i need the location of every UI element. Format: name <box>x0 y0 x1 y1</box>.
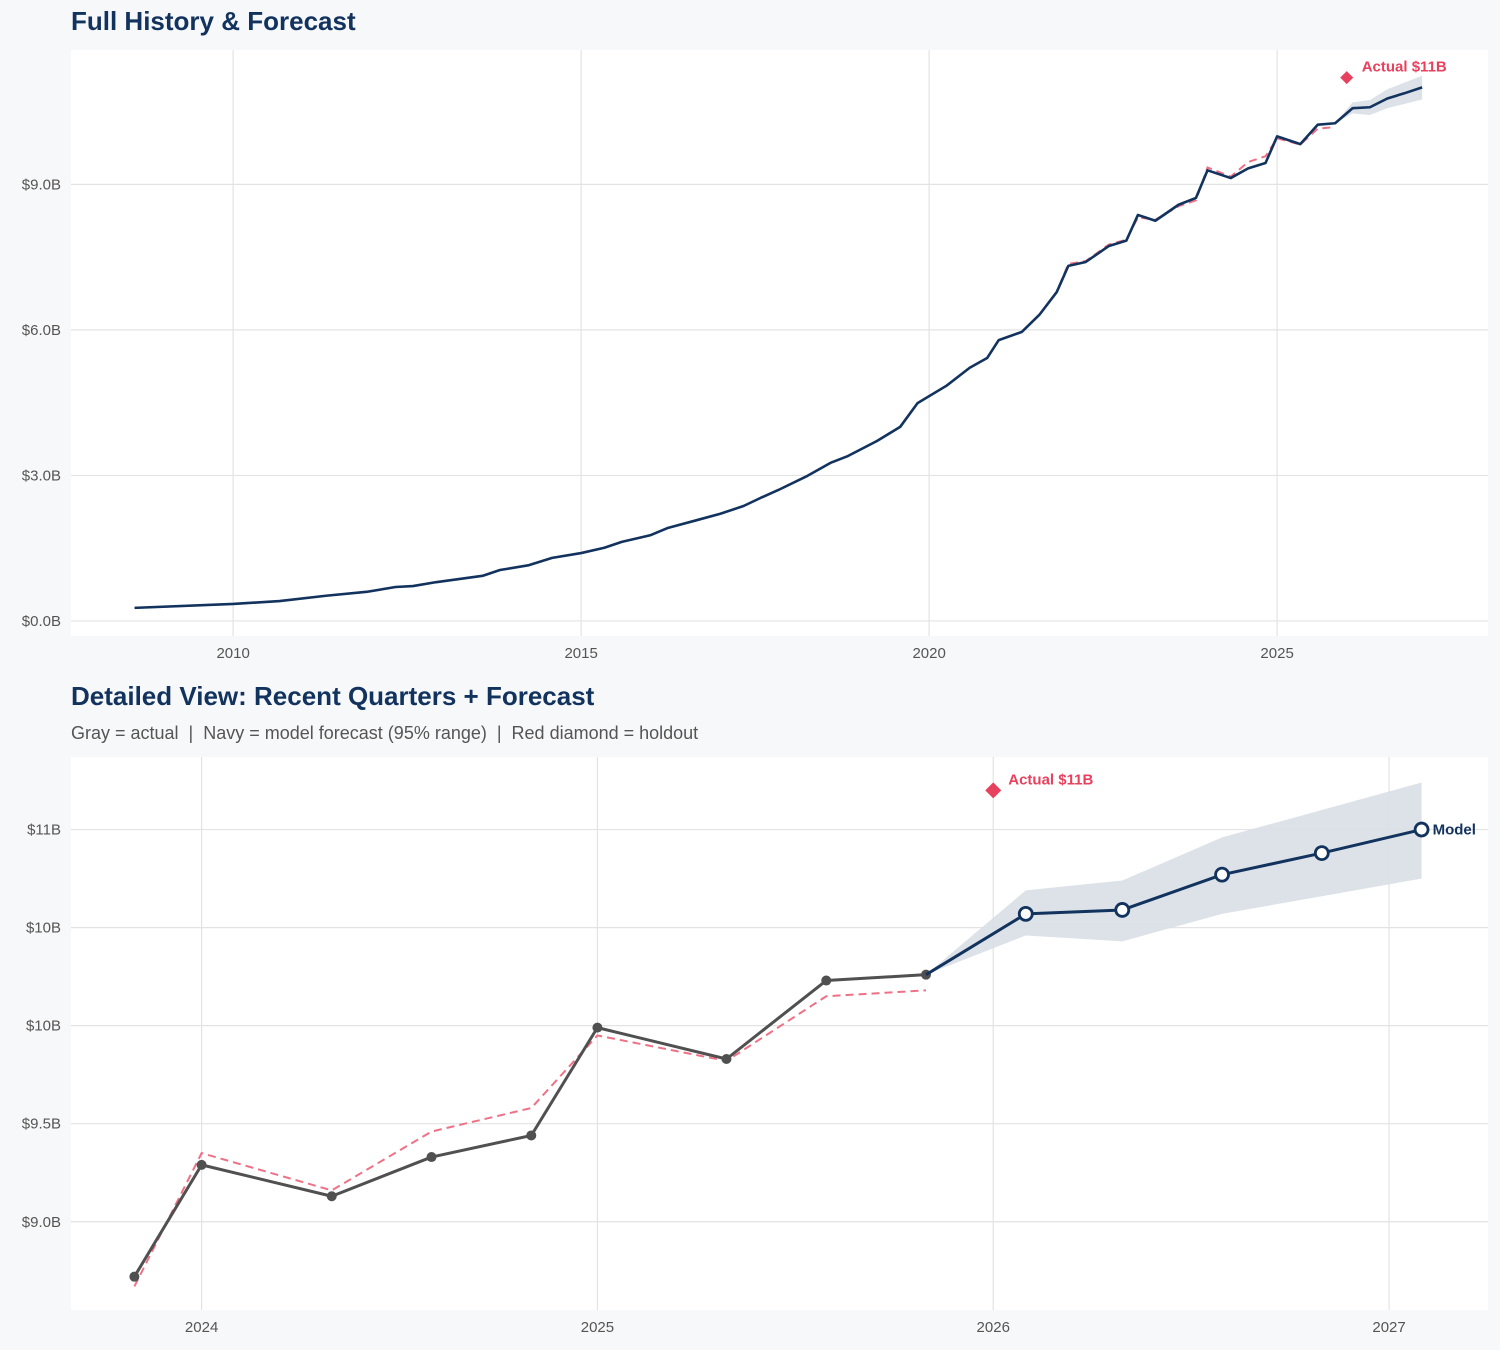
actual-point <box>426 1152 437 1163</box>
y-tick-label: $9.0B <box>22 1214 61 1231</box>
x-tick-label: 2010 <box>216 645 249 662</box>
x-tick-label: 2026 <box>977 1319 1010 1336</box>
x-tick-label: 2025 <box>581 1319 614 1336</box>
chart-subtitle: Gray = actual | Navy = model forecast (9… <box>71 723 699 743</box>
x-tick-label: 2020 <box>912 645 945 662</box>
y-tick-label: $0.0B <box>22 613 61 630</box>
x-tick-label: 2024 <box>185 1319 218 1336</box>
y-tick-label: $11B <box>27 822 61 839</box>
actual-point <box>721 1053 732 1064</box>
plot-area <box>71 50 1488 636</box>
y-tick-label: $10B <box>26 920 61 937</box>
y-tick-label: $6.0B <box>22 322 61 339</box>
forecast-point <box>1114 902 1131 918</box>
actual-point <box>821 975 832 986</box>
forecast-95-range-band <box>1335 75 1423 124</box>
holdout-diamond <box>1340 71 1354 85</box>
actual-point <box>526 1130 537 1141</box>
y-tick-label: $10B <box>26 1018 61 1035</box>
forecast-95-range-band <box>926 782 1422 975</box>
forecast-point <box>1214 866 1230 883</box>
forecast-point <box>1313 845 1330 861</box>
forecast-point <box>1017 905 1034 922</box>
actual-and-forecast-line <box>134 86 1423 610</box>
actual-point <box>196 1159 207 1170</box>
y-tick-label: $9.5B <box>22 1116 61 1133</box>
detailed-view-chart: 2024 2025 2026 2027 $9.0B $9.5B $10B $10B $11B Mo… <box>22 757 1488 1336</box>
chart-title-full-history: Full History & Forecast <box>71 6 356 36</box>
actual-point <box>326 1191 337 1202</box>
full-history-chart: 2010 2015 2020 2025 $0.0B $3.0B $6.0B $9.0B Actu… <box>22 50 1488 662</box>
chart-title-detailed-view: Detailed View: Recent Quarters + Forecas… <box>71 681 595 711</box>
x-tick-label: 2027 <box>1372 1319 1405 1336</box>
forecast-point <box>1413 821 1430 838</box>
actual-point <box>129 1271 140 1282</box>
y-tick-label: $9.0B <box>22 176 61 193</box>
fitted-line <box>133 989 927 1287</box>
forecast-line <box>925 828 1422 976</box>
actual-point <box>592 1022 603 1033</box>
x-tick-label: 2025 <box>1260 645 1293 662</box>
y-tick-label: $3.0B <box>22 467 61 484</box>
holdout-diamond <box>985 782 1002 799</box>
x-tick-label: 2015 <box>564 645 597 662</box>
forecast-series-label: Model <box>1433 822 1476 839</box>
holdout-label: Actual $11B <box>1362 59 1447 76</box>
holdout-label: Actual $11B <box>1008 771 1093 788</box>
